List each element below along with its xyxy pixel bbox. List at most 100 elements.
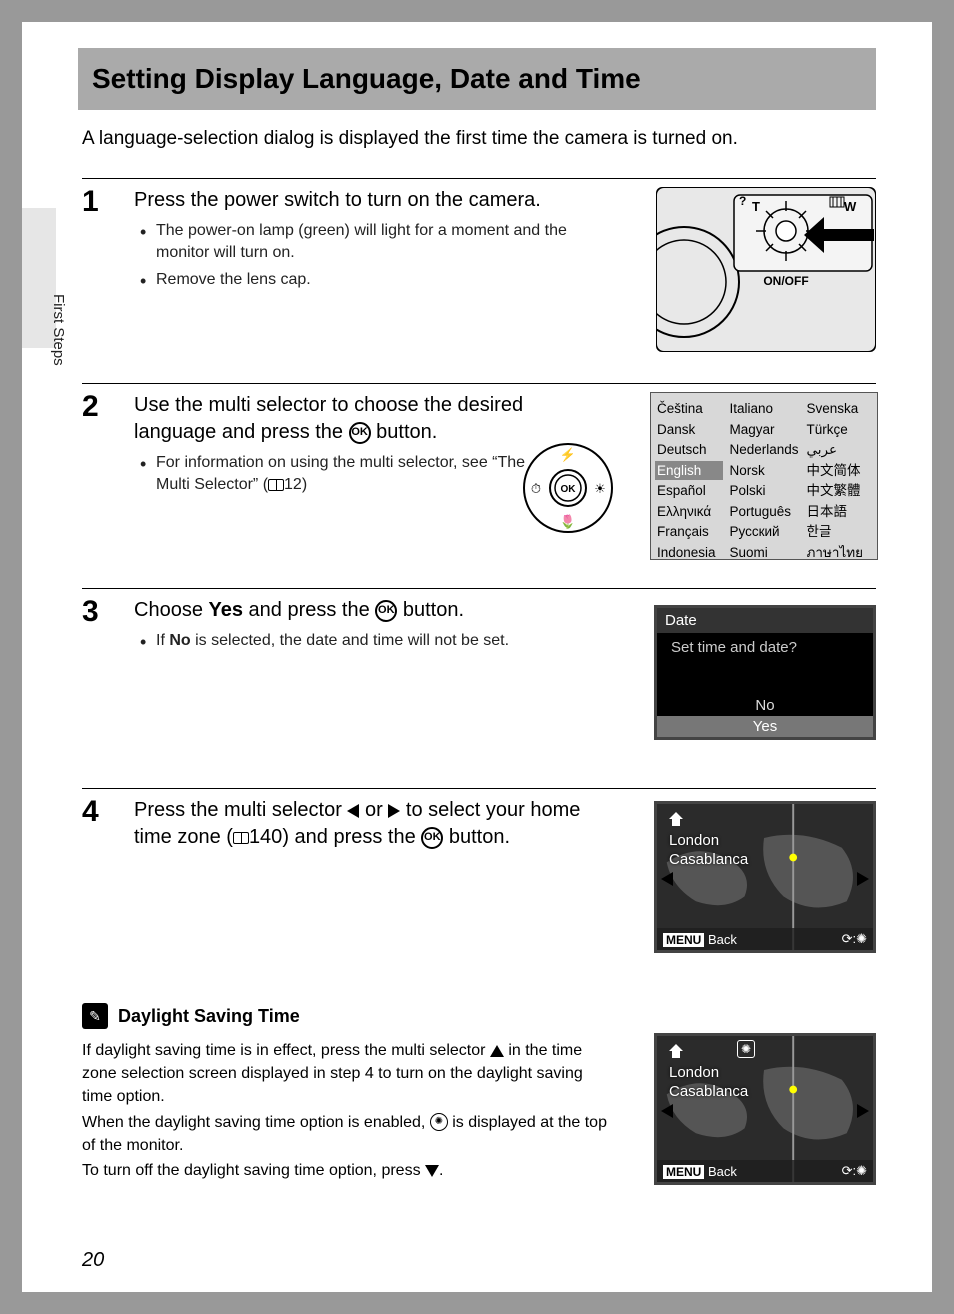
- language-option: Español: [655, 481, 723, 501]
- camera-top-illustration: T W ? ON/OFF: [656, 187, 876, 352]
- step-1-title: Press the power switch to turn on the ca…: [134, 187, 604, 214]
- lang-col-1: ČeštinaDanskDeutschEnglishEspañolΕλληνικ…: [655, 399, 723, 553]
- manual-page: First Steps Setting Display Language, Da…: [22, 22, 932, 1292]
- w-label: W: [844, 199, 857, 214]
- language-option: Suomi: [727, 543, 800, 563]
- language-option: Indonesia: [655, 543, 723, 563]
- language-option: 한글: [805, 522, 873, 542]
- language-option: Türkçe: [805, 420, 873, 440]
- step-2-bullet-1: For information on using the multi selec…: [156, 452, 534, 497]
- language-option: Français: [655, 522, 723, 542]
- lcd-title: Date: [657, 608, 873, 633]
- tz-city-2: Casablanca: [669, 851, 748, 870]
- language-option: Magyar: [727, 420, 800, 440]
- language-screen: ČeštinaDanskDeutschEnglishEspañolΕλληνικ…: [650, 392, 878, 560]
- step-1: 1 Press the power switch to turn on the …: [82, 187, 876, 367]
- language-option: 中文简体: [805, 461, 873, 481]
- triangle-up-icon: [490, 1045, 504, 1057]
- language-option: Ελληνικά: [655, 502, 723, 522]
- step-number: 2: [82, 392, 116, 422]
- language-option: Polski: [727, 481, 800, 501]
- language-option: Svenska: [805, 399, 873, 419]
- option-yes: Yes: [657, 716, 873, 737]
- triangle-left-icon: [661, 872, 673, 886]
- dst-footer-icon: ⟳:✺: [842, 931, 867, 947]
- language-option: عربي: [805, 440, 873, 460]
- timezone-screen-1: London Casablanca MENU Back ⟳:✺: [654, 801, 876, 953]
- triangle-left-icon: [661, 1104, 673, 1118]
- page-title: Setting Display Language, Date and Time: [92, 63, 641, 95]
- triangle-right-icon: [857, 872, 869, 886]
- ok-icon: OK: [349, 422, 371, 444]
- ok-icon: OK: [421, 827, 443, 849]
- book-icon: [268, 479, 284, 491]
- step-1-bullet-2: Remove the lens cap.: [156, 269, 604, 291]
- tz-city-2: Casablanca: [669, 1083, 748, 1102]
- dst-note-title: Daylight Saving Time: [118, 1006, 300, 1027]
- option-no: No: [657, 695, 873, 716]
- triangle-right-icon: [857, 1104, 869, 1118]
- language-option: English: [655, 461, 723, 481]
- language-option: 中文繁體: [805, 481, 873, 501]
- step-3-title: Choose Yes and press the OK button.: [134, 597, 604, 624]
- language-option: 日本語: [805, 502, 873, 522]
- svg-text:🌷: 🌷: [560, 514, 576, 529]
- triangle-left-icon: [347, 804, 359, 818]
- tz-city-1: London: [669, 1064, 748, 1083]
- step-number: 4: [82, 797, 116, 827]
- rule: [82, 383, 876, 384]
- step-3-bullet-1: If No is selected, the date and time wil…: [156, 630, 604, 652]
- language-option: Deutsch: [655, 440, 723, 460]
- onoff-label: ON/OFF: [763, 274, 808, 288]
- back-label: Back: [708, 932, 737, 947]
- step-body: Press the power switch to turn on the ca…: [134, 187, 604, 295]
- svg-text:OK: OK: [561, 484, 577, 495]
- dst-note-body: If daylight saving time is in effect, pr…: [82, 1039, 612, 1182]
- back-label: Back: [708, 1164, 737, 1179]
- book-icon: [233, 832, 249, 844]
- multi-selector-illustration: OK ⚡ 🌷 ⏱ ☀: [522, 442, 614, 534]
- menu-badge: MENU: [663, 1165, 704, 1179]
- lcd-prompt: Set time and date?: [657, 633, 873, 695]
- rule: [82, 588, 876, 589]
- step-3: 3 Choose Yes and press the OK button. If…: [82, 597, 876, 772]
- home-icon: [667, 1042, 685, 1060]
- lang-col-3: SvenskaTürkçeعربي中文简体中文繁體日本語한글ภาษาไทย: [805, 399, 873, 553]
- dst-footer-icon: ⟳:✺: [842, 1163, 867, 1179]
- date-screen: Date Set time and date? No Yes: [654, 605, 876, 740]
- triangle-right-icon: [388, 804, 400, 818]
- dst-indicator-icon: ✺: [737, 1040, 755, 1058]
- language-option: Русский: [727, 522, 800, 542]
- side-tab-label: First Steps: [50, 294, 67, 366]
- pencil-icon: ✎: [82, 1003, 108, 1029]
- timezone-screen-2: ✺ London Casablanca MENU Back ⟳:✺: [654, 1033, 876, 1185]
- menu-badge: MENU: [663, 933, 704, 947]
- content-area: A language-selection dialog is displayed…: [82, 128, 876, 1203]
- title-bar: Setting Display Language, Date and Time: [78, 48, 876, 110]
- svg-text:?: ?: [739, 194, 746, 208]
- svg-text:☀: ☀: [594, 481, 606, 496]
- step-4: 4 Press the multi selector or to select …: [82, 797, 876, 967]
- step-2: 2 Use the multi selector to choose the d…: [82, 392, 876, 572]
- rule: [82, 178, 876, 179]
- t-label: T: [752, 199, 760, 214]
- language-option: ภาษาไทย: [805, 543, 873, 563]
- language-option: Português: [727, 502, 800, 522]
- language-option: Dansk: [655, 420, 723, 440]
- home-icon: [667, 810, 685, 828]
- language-option: Norsk: [727, 461, 800, 481]
- lang-col-2: ItalianoMagyarNederlandsNorskPolskiPortu…: [727, 399, 800, 553]
- step-4-title: Press the multi selector or to select yo…: [134, 797, 604, 851]
- language-option: Italiano: [727, 399, 800, 419]
- triangle-down-icon: [425, 1165, 439, 1177]
- intro-text: A language-selection dialog is displayed…: [82, 128, 876, 150]
- rule: [82, 788, 876, 789]
- page-number: 20: [82, 1249, 104, 1272]
- step-number: 3: [82, 597, 116, 627]
- step-1-bullet-1: The power-on lamp (green) will light for…: [156, 220, 604, 265]
- svg-text:⚡: ⚡: [560, 447, 576, 463]
- dst-note-section: ✎ Daylight Saving Time If daylight savin…: [82, 1003, 876, 1203]
- ok-icon: OK: [375, 600, 397, 622]
- dst-glyph-icon: ✺: [430, 1113, 448, 1131]
- language-option: Čeština: [655, 399, 723, 419]
